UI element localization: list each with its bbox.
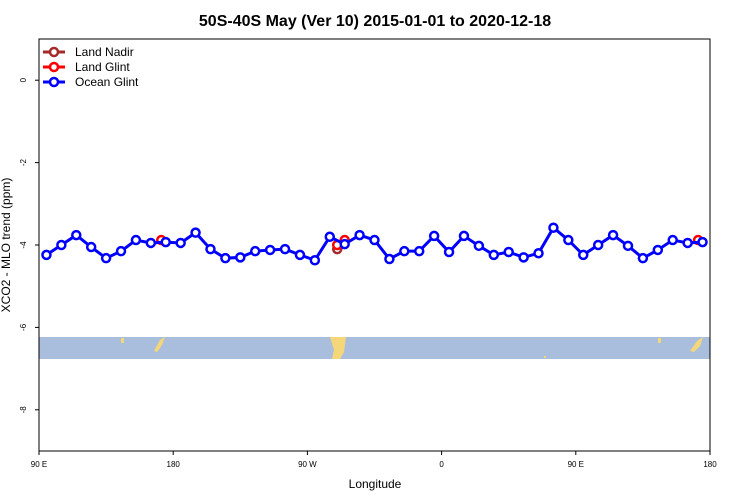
data-point bbox=[324, 231, 336, 243]
legend-label: Land Glint bbox=[75, 60, 130, 74]
legend-marker bbox=[48, 46, 60, 58]
legend-label: Land Nadir bbox=[75, 45, 134, 59]
y-axis-label: XCO2 - MLO trend (ppm) bbox=[0, 178, 13, 313]
data-point bbox=[563, 234, 574, 246]
y-tick-label: 0 bbox=[19, 77, 28, 82]
data-point bbox=[428, 230, 440, 242]
data-point bbox=[652, 244, 664, 256]
data-point bbox=[667, 234, 678, 246]
data-point bbox=[384, 253, 395, 265]
data-point bbox=[85, 241, 97, 253]
data-point bbox=[592, 239, 604, 251]
data-point bbox=[130, 234, 142, 246]
x-tick-label: 90 E bbox=[568, 460, 584, 469]
x-tick-label: 180 bbox=[703, 460, 717, 469]
x-tick-label: 180 bbox=[167, 460, 181, 469]
data-point bbox=[369, 234, 380, 246]
data-point bbox=[622, 240, 634, 252]
data-point bbox=[279, 243, 291, 255]
data-point bbox=[235, 252, 246, 263]
data-point bbox=[41, 249, 52, 261]
y-tick-label: -8 bbox=[19, 406, 28, 414]
data-point bbox=[100, 252, 112, 264]
data-point bbox=[56, 239, 67, 251]
data-point bbox=[697, 236, 708, 248]
data-point bbox=[249, 245, 261, 257]
x-tick-label: 90 E bbox=[31, 460, 47, 469]
x-axis-label: Longitude bbox=[349, 477, 402, 491]
data-point bbox=[309, 254, 321, 266]
data-point bbox=[473, 240, 485, 252]
data-point bbox=[533, 247, 544, 259]
data-point bbox=[175, 237, 186, 249]
chart-title: 50S-40S May (Ver 10) 2015-01-01 to 2020-… bbox=[199, 13, 551, 30]
data-point bbox=[682, 237, 693, 249]
data-point bbox=[458, 230, 470, 242]
data-point bbox=[399, 245, 410, 257]
data-point bbox=[503, 246, 514, 258]
map-strip bbox=[39, 337, 710, 359]
data-point bbox=[637, 252, 649, 264]
legend-label: Ocean Glint bbox=[75, 75, 139, 89]
data-point bbox=[578, 249, 589, 261]
y-tick-label: -2 bbox=[19, 158, 28, 166]
y-tick-label: -4 bbox=[19, 241, 28, 249]
legend-marker bbox=[48, 76, 60, 88]
data-point bbox=[354, 229, 365, 241]
data-point bbox=[339, 238, 350, 250]
y-tick-label: -6 bbox=[19, 323, 28, 331]
legend-marker bbox=[48, 61, 60, 73]
data-point bbox=[294, 249, 306, 261]
data-point bbox=[548, 222, 559, 233]
data-point bbox=[145, 237, 157, 249]
data-point bbox=[205, 243, 216, 255]
data-point bbox=[518, 252, 529, 263]
data-point bbox=[264, 244, 276, 256]
data-point bbox=[488, 249, 500, 261]
data-point bbox=[160, 236, 171, 248]
x-tick-label: 0 bbox=[439, 460, 444, 469]
x-tick-label: 90 W bbox=[298, 460, 317, 469]
data-point bbox=[220, 252, 231, 264]
data-point bbox=[115, 245, 127, 257]
data-point bbox=[607, 229, 619, 241]
data-point bbox=[71, 229, 82, 241]
data-point bbox=[190, 227, 201, 238]
data-point bbox=[413, 245, 425, 257]
data-point bbox=[443, 246, 455, 258]
